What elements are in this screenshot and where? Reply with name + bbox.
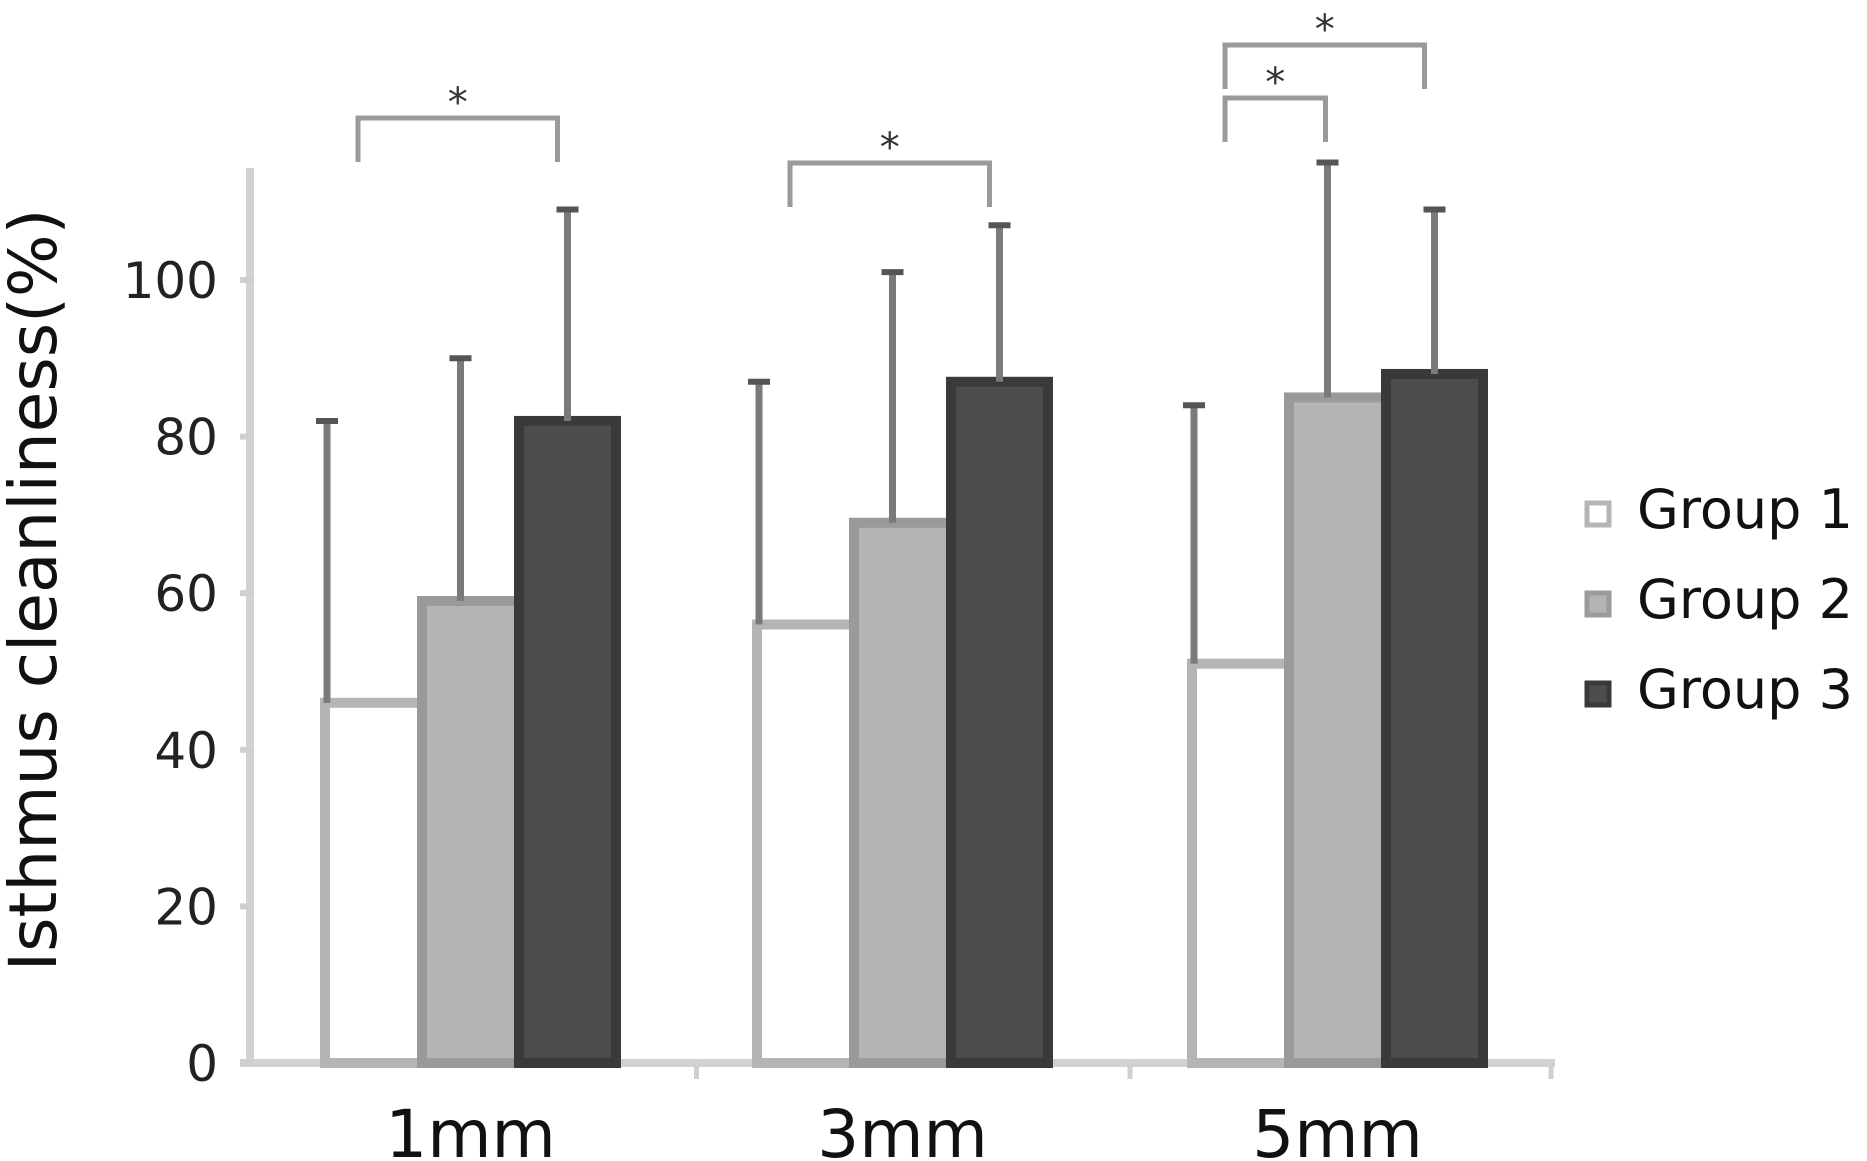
axes: 0 20 40 60 80 100 1mm 3mm 5mm	[123, 168, 1555, 1161]
bar	[849, 517, 956, 1068]
x-tick-label: 1mm	[385, 1096, 556, 1161]
significance-bracket	[1222, 95, 1328, 142]
significance-bracket	[787, 160, 992, 207]
bar	[320, 697, 427, 1068]
y-tick-label: 0	[186, 1035, 218, 1093]
legend-swatch	[1584, 500, 1612, 528]
bar	[1381, 368, 1488, 1068]
y-tick-label: 20	[154, 878, 218, 936]
bar	[946, 376, 1053, 1069]
bar	[1187, 658, 1294, 1068]
x-tick-label: 3mm	[817, 1096, 988, 1161]
y-axis-label: Isthmus cleanliness(%)	[0, 209, 72, 972]
legend: Group 1 Group 2 Group 3	[1584, 478, 1853, 721]
legend-label: Group 2	[1637, 568, 1853, 631]
x-tick-label: 5mm	[1252, 1096, 1423, 1161]
bar	[1284, 392, 1391, 1068]
y-tick-label: 60	[154, 565, 218, 623]
significance-star: *	[1265, 60, 1285, 106]
significance-star: *	[880, 125, 900, 171]
significance-bracket	[1222, 42, 1427, 89]
bar	[514, 415, 621, 1068]
y-tick-label: 100	[123, 252, 218, 310]
bar	[417, 596, 524, 1069]
y-tick-label: 40	[154, 722, 218, 780]
significance-bracket	[355, 115, 560, 162]
error-bars	[316, 159, 1446, 703]
legend-swatch	[1584, 590, 1612, 618]
significance-star: *	[1315, 7, 1335, 53]
significance-star: *	[448, 80, 468, 126]
legend-label: Group 1	[1637, 478, 1853, 541]
y-tick-label: 80	[154, 409, 218, 467]
bars	[320, 368, 1488, 1069]
legend-swatch	[1584, 680, 1612, 708]
bar	[752, 619, 859, 1069]
significance-brackets: * * * *	[355, 7, 1427, 207]
legend-label: Group 3	[1637, 658, 1853, 721]
